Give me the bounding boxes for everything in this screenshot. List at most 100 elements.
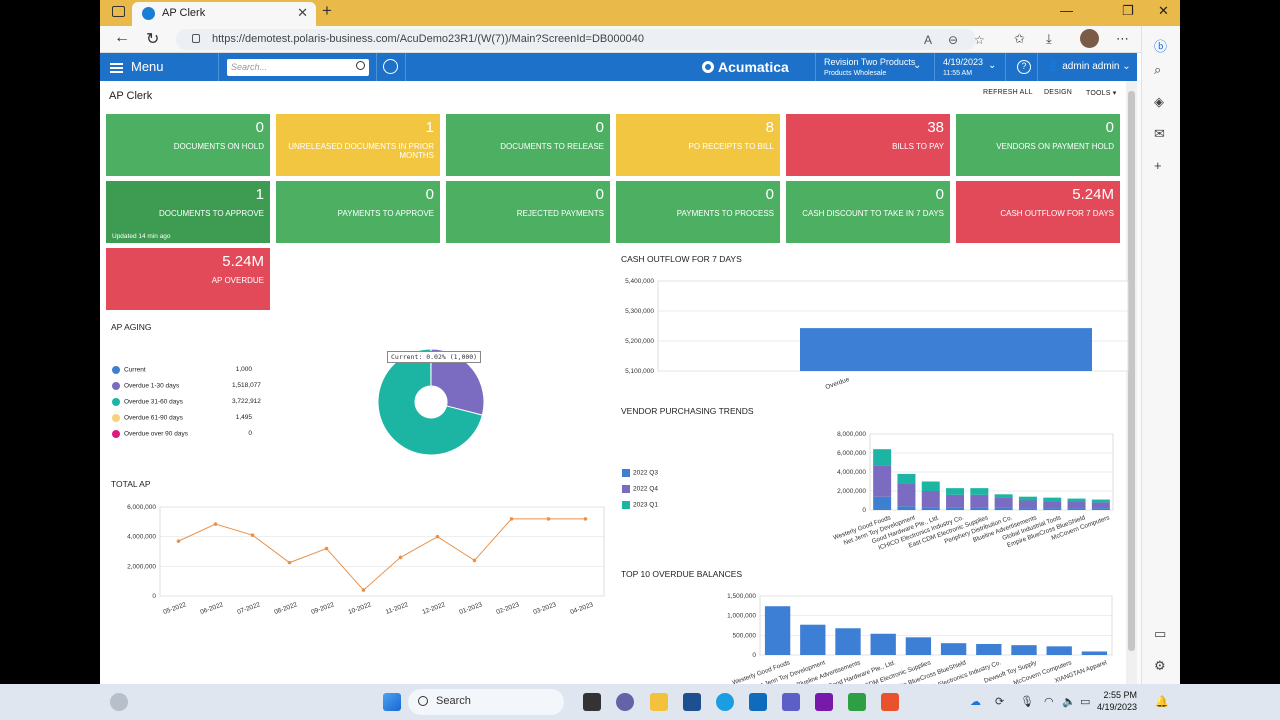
battery-icon[interactable]: ▭ [1080, 696, 1091, 708]
bar-good-hardware-pte-ltd-2022-q3[interactable] [921, 507, 940, 510]
bar-ichico-electronics-industry-co-2022-q3[interactable] [946, 507, 965, 510]
chevron-down-icon[interactable]: ⌄ [913, 60, 922, 71]
tile-vendors-on-payment-hold[interactable]: 0 VENDORS ON PAYMENT HOLD [956, 114, 1120, 176]
more-icon[interactable]: ⋯ [1116, 31, 1129, 46]
user-menu[interactable]: 👤 admin admin ⌄ [1047, 61, 1131, 72]
tile-documents-to-release[interactable]: 0 DOCUMENTS TO RELEASE [446, 114, 610, 176]
chat-icon[interactable] [616, 693, 634, 711]
help-icon[interactable]: ? [1017, 60, 1031, 74]
zoom-icon[interactable]: ⊖ [948, 33, 959, 47]
data-point[interactable] [435, 534, 440, 539]
tile-ap-overdue[interactable]: 5.24M AP OVERDUE [106, 248, 270, 310]
sidebar-toggle-icon[interactable]: ▭ [1154, 626, 1167, 641]
data-point[interactable] [324, 546, 329, 551]
bar-ichico-electronics-industry-co-2023-q1[interactable] [946, 488, 965, 495]
bar-mccovern-computers-2022-q3[interactable] [1091, 508, 1110, 510]
favorite-icon[interactable]: ☆ [974, 33, 985, 47]
tile-rejected-payments[interactable]: 0 REJECTED PAYMENTS [446, 181, 610, 243]
tile-unreleased-documents-in-prior-months[interactable]: 1 UNRELEASED DOCUMENTS IN PRIOR MONTHS [276, 114, 440, 176]
outlook-icon[interactable] [749, 693, 767, 711]
data-point[interactable] [546, 517, 551, 521]
widgets-icon[interactable] [110, 693, 128, 711]
search-icon[interactable] [356, 61, 365, 70]
bar-global-industrial-tools-2023-q1[interactable] [1043, 497, 1062, 502]
data-point[interactable] [213, 522, 218, 526]
bar-empire-bluecross-blueshield-2022-q4[interactable] [1067, 501, 1086, 509]
tile-cash-outflow-for-7-days[interactable]: 5.24M CASH OUTFLOW FOR 7 DAYS [956, 181, 1120, 243]
bar-net-jenn-toy-development-2022-q4[interactable] [897, 483, 916, 507]
data-point[interactable] [250, 533, 255, 537]
tools-button[interactable]: TOOLS ▾ [1086, 90, 1117, 97]
bar-mccovern-computers-2023-q1[interactable] [1091, 499, 1110, 503]
bar-blueline-advertisements-2022-q3[interactable] [1018, 508, 1037, 510]
microphone-icon[interactable]: 🎙 [1020, 696, 1034, 708]
aging-legend-item[interactable]: Overdue 31-60 days 3,722,912 [112, 398, 262, 406]
workspaces-icon[interactable] [112, 6, 125, 17]
taskbar-clock[interactable]: 2:55 PM 4/19/2023 [1097, 690, 1138, 712]
bar-empire-bluecross-blueshield-2023-q1[interactable] [1067, 498, 1086, 502]
teams-icon[interactable] [782, 693, 800, 711]
tile-payments-to-approve[interactable]: 0 PAYMENTS TO APPROVE [276, 181, 440, 243]
bar-westerly-good-foods-2022-q4[interactable] [873, 465, 892, 497]
bar-periphery-distribution-co-2022-q3[interactable] [994, 507, 1013, 510]
bar-east-cdm-electronic-supplies[interactable] [905, 637, 932, 655]
outlook-icon[interactable]: ✉ [1154, 126, 1165, 141]
bar-blueline-advertisements[interactable] [835, 628, 861, 655]
bar-good-hardware-pte-ltd-2023-q1[interactable] [921, 481, 940, 492]
data-point[interactable] [361, 588, 366, 592]
bar-east-cdm-electronic-supplies-2022-q3[interactable] [970, 507, 989, 510]
data-point[interactable] [583, 517, 588, 521]
design-button[interactable]: DESIGN [1044, 89, 1073, 96]
notifications-icon[interactable]: 🔔 [1155, 696, 1169, 708]
bar-global-industrial-tools-2022-q4[interactable] [1043, 501, 1062, 509]
volume-icon[interactable]: 🔈 [1062, 696, 1076, 708]
bar-good-hardware-pte-ltd-2022-q4[interactable] [921, 491, 940, 508]
bar-overdue[interactable] [800, 328, 1092, 371]
bar-blueline-advertisements-2023-q1[interactable] [1018, 496, 1037, 501]
tile-po-receipts-to-bill[interactable]: 8 PO RECEIPTS TO BILL [616, 114, 780, 176]
bar-westerly-good-foods-2023-q1[interactable] [873, 449, 892, 466]
add-icon[interactable]: + [1154, 158, 1162, 173]
file-explorer-icon[interactable] [650, 693, 668, 711]
tile-documents-to-approve[interactable]: 1 DOCUMENTS TO APPROVE Updated 14 min ago [106, 181, 270, 243]
aging-legend-item[interactable]: Overdue 1-30 days 1,518,077 [112, 382, 262, 390]
bar-ichico-electronics-industry-co-2022-q4[interactable] [946, 494, 965, 508]
taskbar-search[interactable]: Search [408, 689, 564, 715]
bar-good-hardware-pte-ltd[interactable] [870, 633, 896, 655]
tile-cash-discount-to-take-in-7-days[interactable]: 0 CASH DISCOUNT TO TAKE IN 7 DAYS [786, 181, 950, 243]
aging-legend-item[interactable]: Overdue over 90 days 0 [112, 430, 262, 438]
data-point[interactable] [509, 517, 514, 521]
page-scrollbar[interactable] [1126, 81, 1137, 684]
store-icon[interactable] [683, 693, 701, 711]
back-icon[interactable]: ← [114, 29, 130, 46]
favorites-icon[interactable]: ✩ [1014, 31, 1025, 46]
bar-net-jenn-toy-development-2022-q3[interactable] [897, 506, 916, 510]
browser-tab[interactable]: AP Clerk ✕ [132, 2, 316, 26]
bar-dewsoft-toy-supply[interactable] [1011, 645, 1037, 655]
aging-legend-item[interactable]: Overdue 61-90 days 1,495 [112, 414, 262, 422]
bar-blueline-advertisements-2022-q4[interactable] [1018, 500, 1037, 509]
donut-slice-overdue-31-60-days[interactable] [377, 348, 483, 456]
settings-icon[interactable]: ⚙ [1154, 658, 1166, 673]
edge-icon[interactable] [716, 693, 734, 711]
scrollbar-thumb[interactable] [1128, 91, 1135, 651]
company-selector[interactable]: Revision Two Products Products Wholesale [824, 57, 915, 79]
tile-bills-to-pay[interactable]: 38 BILLS TO PAY [786, 114, 950, 176]
bar-periphery-distribution-co-2023-q1[interactable] [994, 494, 1013, 498]
bar-westerly-good-foods[interactable] [764, 606, 791, 655]
bar-global-industrial-tools-2022-q3[interactable] [1043, 508, 1062, 510]
profile-avatar[interactable] [1080, 29, 1099, 48]
data-point[interactable] [176, 539, 181, 543]
bar-westerly-good-foods-2022-q3[interactable] [873, 496, 892, 510]
bar-ichico-electronics-industry-co[interactable] [976, 643, 1002, 655]
new-tab-icon[interactable]: + [322, 1, 332, 20]
reload-icon[interactable]: ↻ [146, 31, 160, 48]
menu-button[interactable]: Menu [110, 59, 164, 75]
bar-net-jenn-toy-development-2023-q1[interactable] [897, 473, 916, 484]
app-icon-orange[interactable] [881, 693, 899, 711]
vendor-legend-item[interactable]: 2022 Q4 [622, 485, 658, 493]
close-tab-icon[interactable]: ✕ [297, 5, 308, 20]
data-point[interactable] [287, 560, 292, 565]
search-icon[interactable]: ⌕ [1154, 62, 1162, 77]
app-icon-green[interactable] [848, 693, 866, 711]
